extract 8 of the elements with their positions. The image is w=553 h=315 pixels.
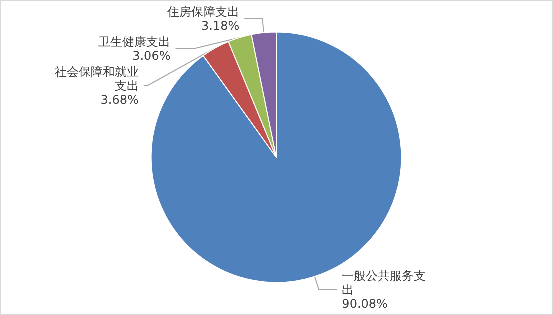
data-label: 3.06% xyxy=(132,48,171,63)
slice-label: 社会保障和就业支出 xyxy=(54,64,139,93)
slice-label: 一般公共服务支出 xyxy=(342,268,426,297)
slice-label: 卫生健康支出 xyxy=(98,34,171,49)
slice-label: 住房保障支出 xyxy=(166,4,240,19)
data-label: 90.08% xyxy=(342,296,388,311)
data-label: 3.18% xyxy=(201,18,240,33)
data-label: 3.68% xyxy=(100,92,139,107)
